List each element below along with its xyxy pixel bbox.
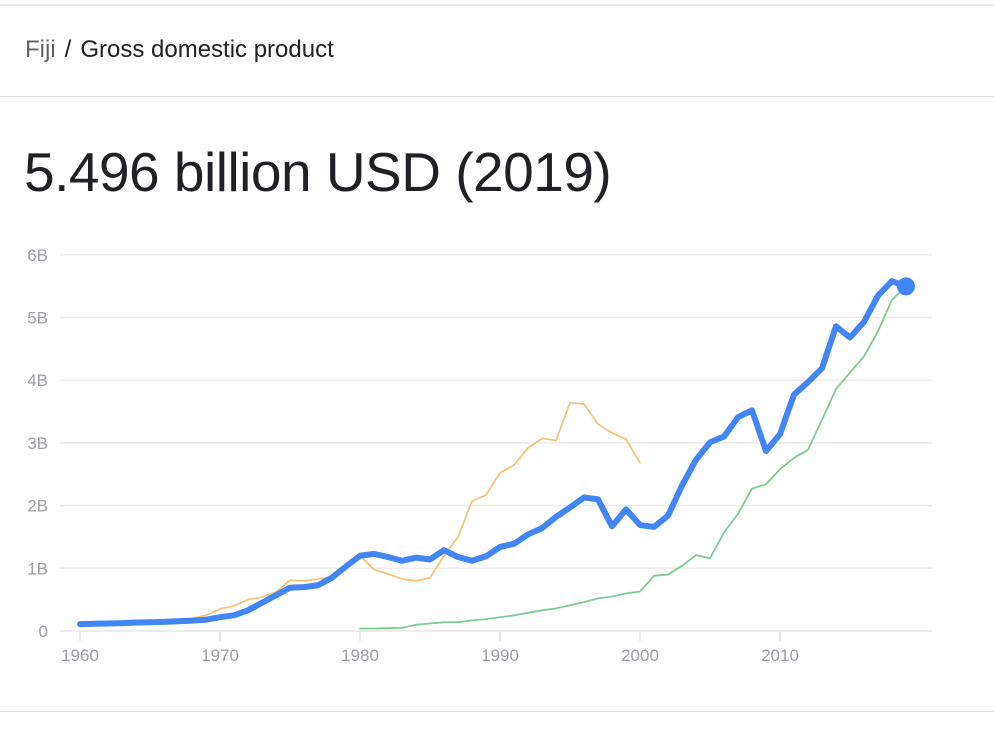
x-tick-label: 2000 [621, 646, 659, 665]
last-point-marker[interactable] [897, 277, 915, 296]
x-tick-label: 1980 [341, 646, 379, 665]
breadcrumb-current: Gross domestic product [80, 36, 334, 63]
breadcrumb-root[interactable]: Fiji [25, 36, 56, 63]
y-tick-label: 1B [27, 559, 48, 578]
series-line-fiji[interactable] [77, 278, 909, 628]
top-border [0, 4, 994, 6]
headline-value: 5.496 billion USD (2019) [24, 141, 612, 203]
x-tick-label: 1970 [201, 646, 239, 665]
y-tick-label: 3B [27, 434, 48, 453]
breadcrumb-separator: / [64, 36, 72, 63]
series-line-comparison-2[interactable] [359, 285, 907, 630]
x-tick-label: 2010 [761, 646, 799, 665]
x-tick-label: 1990 [481, 646, 519, 665]
header-divider [0, 96, 994, 97]
bottom-border [0, 711, 994, 712]
y-tick-label: 6B [27, 246, 48, 265]
y-tick-label: 4B [27, 371, 48, 390]
y-tick-label: 2B [27, 497, 48, 516]
y-tick-label: 0 [39, 622, 48, 641]
y-tick-label: 5B [27, 309, 48, 328]
x-tick-label: 1960 [61, 646, 99, 665]
breadcrumb: Fiji / Gross domestic product [25, 36, 334, 64]
